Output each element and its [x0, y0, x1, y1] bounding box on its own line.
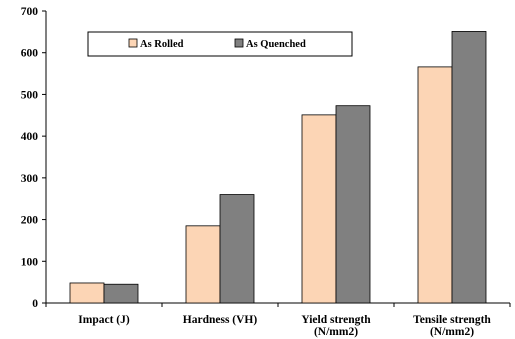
x-category-label: Impact (J) [78, 314, 130, 326]
bar-as-quenched [335, 105, 371, 304]
x-category-label: (N/mm2) [314, 326, 358, 338]
y-tick-label: 600 [21, 48, 39, 60]
y-tick-label: 700 [21, 6, 39, 18]
legend-swatch [128, 38, 138, 48]
legend-label: As Quenched [246, 39, 306, 50]
y-tick-label: 0 [32, 298, 38, 310]
x-category-label: Yield strength [301, 314, 371, 326]
bar-as-quenched [219, 194, 255, 304]
y-tick-label: 300 [21, 173, 39, 185]
bar-as-rolled [301, 114, 337, 304]
legend-box [87, 31, 353, 57]
bar-as-quenched [451, 31, 487, 304]
bar-as-quenched [103, 283, 139, 304]
bar-as-rolled [417, 66, 453, 304]
legend-label: As Rolled [140, 39, 184, 50]
x-category-label: Tensile strength [413, 314, 491, 326]
y-tick-label: 200 [21, 215, 39, 227]
y-tick-label: 400 [21, 131, 39, 143]
y-tick-label: 100 [21, 256, 39, 268]
x-category-label: Hardness (VH) [183, 314, 258, 326]
y-tick-label: 500 [21, 89, 39, 101]
legend-swatch [234, 38, 244, 48]
x-category-label: (N/mm2) [430, 326, 474, 338]
bar-as-rolled [185, 225, 221, 304]
bar-as-rolled [69, 282, 105, 304]
